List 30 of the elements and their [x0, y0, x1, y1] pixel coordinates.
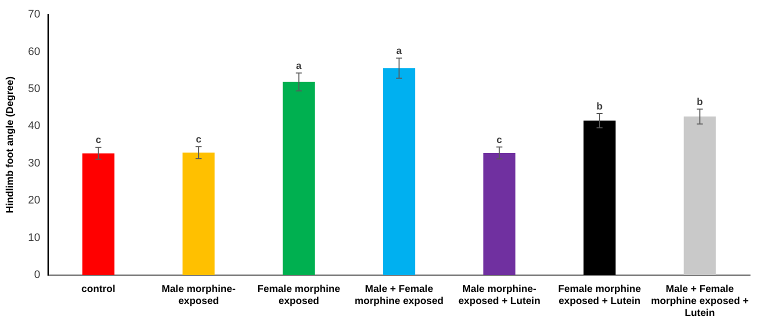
y-tick-label: 50: [28, 83, 40, 96]
y-tick-label: 20: [28, 194, 40, 207]
annotation: b: [596, 101, 603, 112]
x-tick-label: Male morphine-exposed: [162, 284, 236, 307]
annotation: c: [196, 134, 202, 146]
bar: [483, 152, 516, 275]
y-tick-label: 60: [28, 46, 40, 58]
y-axis-title: Hindlimb foot angle (Degree): [4, 76, 16, 214]
y-tick-label: 70: [28, 8, 40, 21]
bar: [282, 82, 315, 275]
y-tick-label: 40: [28, 120, 40, 132]
x-tick-label: Female morphine exposed: [257, 284, 341, 307]
x-tick-label: control: [81, 284, 116, 295]
y-tick-label: 0: [34, 269, 40, 282]
annotation: a: [396, 46, 402, 57]
x-tick-label: Female morphine exposed + Lutein: [558, 284, 642, 307]
x-tick-label: Male + Female morphine exposed + Lutein: [651, 284, 749, 319]
x-tick-label: Male + Female morphine exposed: [354, 284, 444, 307]
annotation: b: [696, 96, 703, 108]
bar: [383, 68, 416, 275]
annotation: c: [96, 135, 102, 146]
bar: [584, 120, 616, 275]
annotation: c: [496, 134, 503, 146]
bar: [82, 153, 114, 275]
y-tick-label: 10: [28, 232, 40, 244]
bar: [182, 152, 215, 275]
bar: [684, 116, 716, 275]
x-tick-label: Male morphine-exposed + Lutein: [458, 284, 540, 307]
annotation: a: [296, 60, 302, 72]
y-tick-label: 30: [28, 157, 40, 170]
